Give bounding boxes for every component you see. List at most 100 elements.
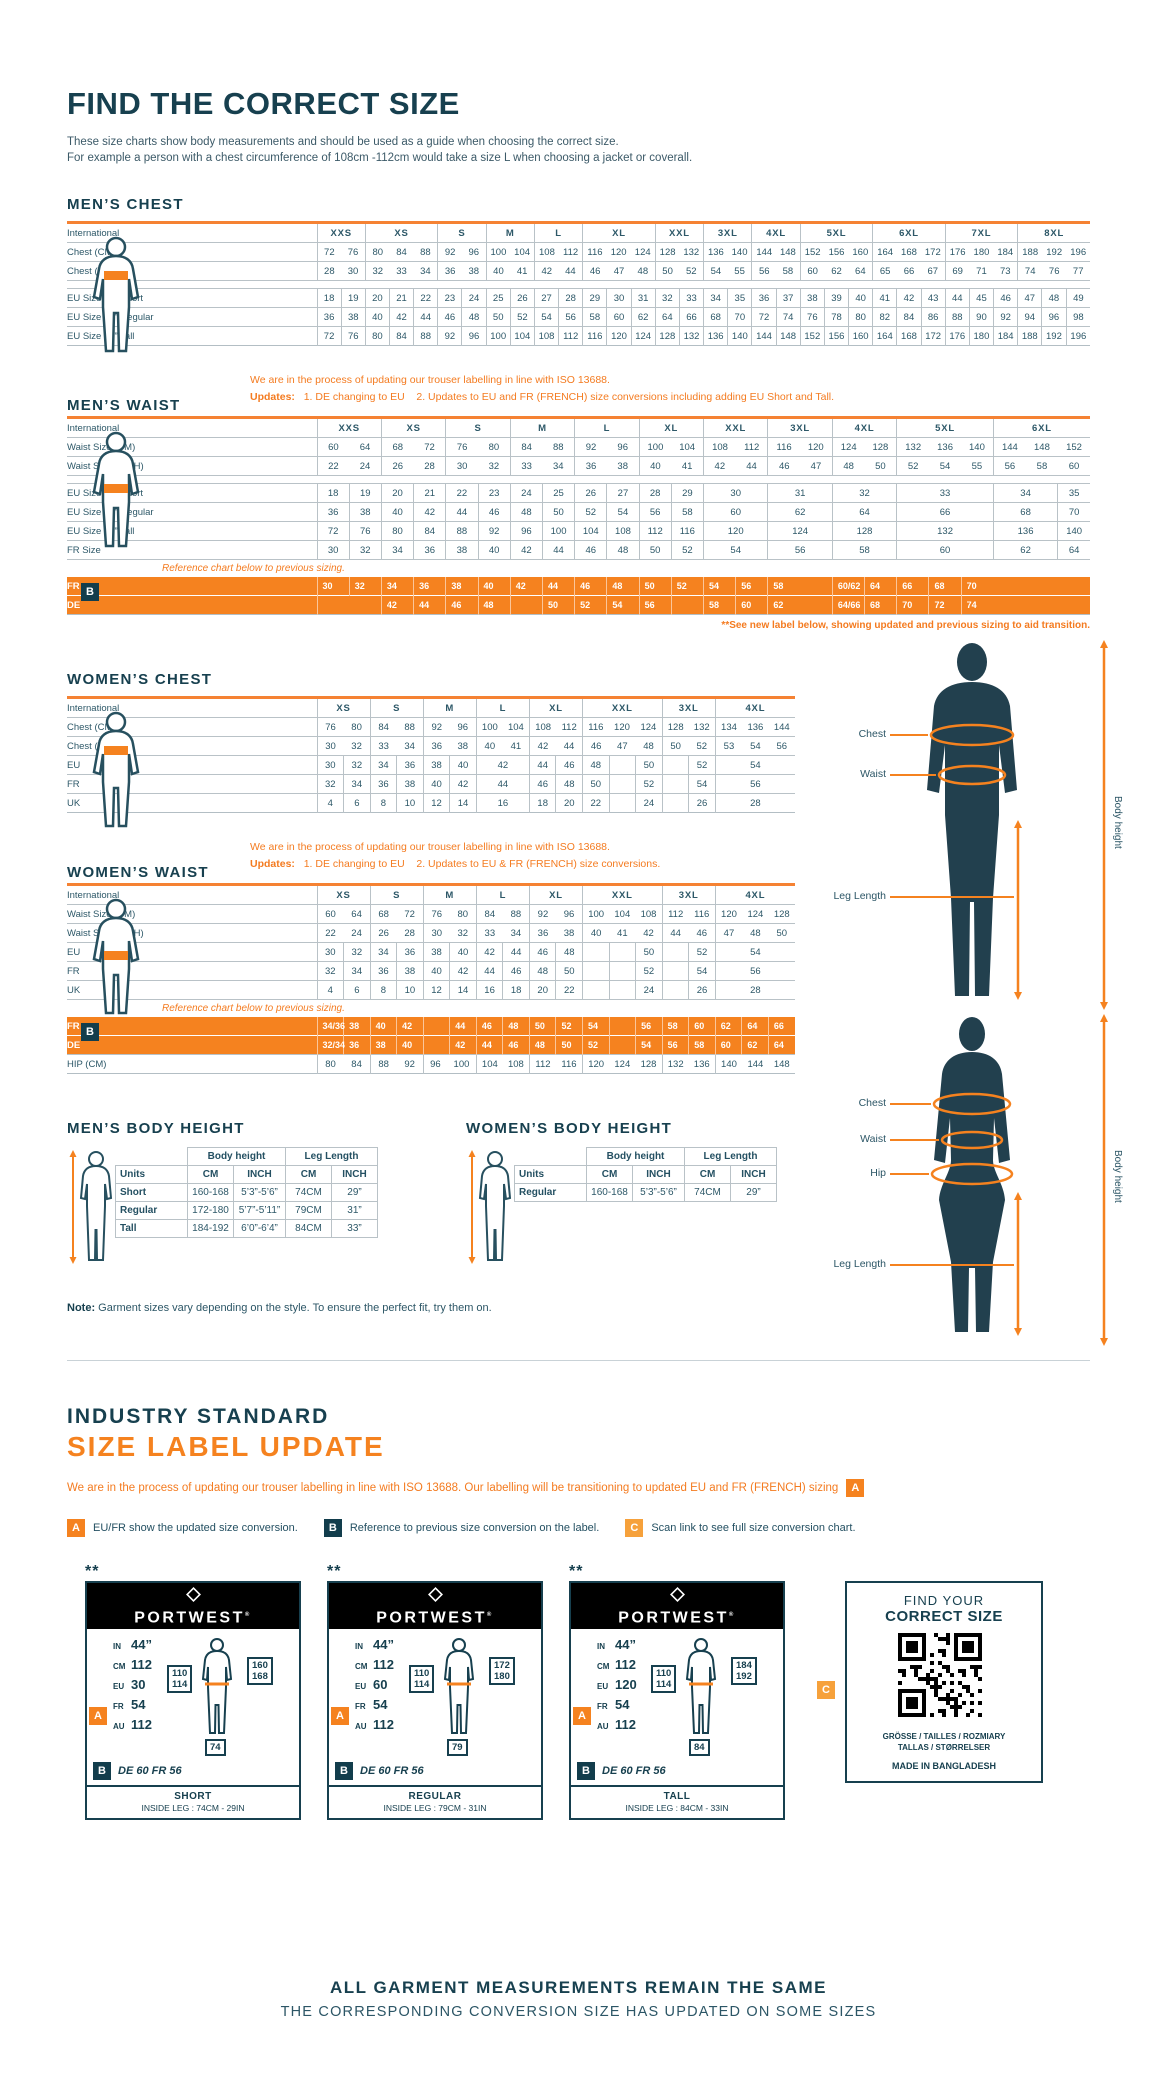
size-cell: 34 bbox=[369, 755, 397, 775]
size-cell: 50 bbox=[638, 540, 672, 560]
portwest-diamond-icon bbox=[670, 1586, 685, 1602]
size-cell: 144 148 bbox=[751, 242, 801, 262]
product-labels-row: ** PORTWEST® IN 44” CM 112 EU 30 FR 54 AU 112 110 1… bbox=[67, 1563, 1090, 1820]
table-corner-label: International bbox=[67, 417, 317, 438]
measurement-line bbox=[890, 1139, 939, 1141]
size-cell: 18 bbox=[528, 793, 556, 813]
field-unit: EU bbox=[355, 1682, 367, 1691]
field-value: 44” bbox=[131, 1637, 152, 1652]
size-cell: 124 128 bbox=[831, 437, 897, 457]
row-label: DE bbox=[67, 1035, 318, 1055]
table-figure-icon bbox=[92, 711, 140, 828]
body-height-table: Body height Leg Length Units CM INCH CM INCH Sh… bbox=[115, 1147, 378, 1238]
field-value: 112 bbox=[373, 1717, 394, 1732]
size-cell: 36 bbox=[369, 774, 397, 794]
size-cell: 25 bbox=[541, 483, 575, 503]
size-cell: 58 bbox=[688, 1035, 716, 1055]
size-cell: 16 bbox=[475, 980, 503, 1000]
size-cell: 62 bbox=[767, 502, 833, 522]
size-field-row: CM 112 bbox=[355, 1657, 394, 1677]
size-column-header: XXL bbox=[582, 697, 663, 718]
body-height-label: Body height bbox=[1112, 1150, 1123, 1203]
size-cell: 92 bbox=[477, 521, 511, 541]
size-cell: 44 bbox=[475, 961, 503, 981]
size-cell: 31 bbox=[767, 483, 833, 503]
size-cell: 94 bbox=[1017, 307, 1042, 327]
size-cell: 38 bbox=[799, 288, 825, 308]
size-cell: 54 bbox=[533, 307, 559, 327]
field-value: 112 bbox=[373, 1657, 394, 1672]
mens-body-height-table: Body height Leg Length Units CM INCH CM INCH Sh… bbox=[67, 1147, 378, 1238]
size-cell: 108 bbox=[533, 326, 559, 346]
size-cell: 69 71 73 bbox=[944, 261, 1018, 281]
field-value: 44” bbox=[615, 1637, 636, 1652]
size-column-header: L bbox=[475, 884, 530, 905]
row-label: EU Size 33” Tall bbox=[67, 326, 317, 346]
body-height-row: MEN’S BODY HEIGHT Body height Leg Length U… bbox=[67, 1120, 1090, 1264]
size-cell: 30 bbox=[316, 576, 350, 596]
size-cell: 38 bbox=[396, 961, 424, 981]
size-cell: 168 bbox=[896, 326, 922, 346]
size-cell: 88 bbox=[413, 326, 438, 346]
qr-column: C FIND YOUR CORRECT SIZE GRÖSSE / TAILLES /… bbox=[817, 1563, 1043, 1783]
size-cell: 48 bbox=[555, 942, 583, 962]
size-cell: 48 bbox=[1041, 288, 1067, 308]
size-cell: 54 bbox=[582, 1016, 610, 1036]
size-cell: 76 80 bbox=[316, 717, 371, 737]
size-cell: 30 bbox=[316, 540, 350, 560]
size-cell: 46 bbox=[528, 774, 556, 794]
size-field-row: EU 120 bbox=[597, 1677, 637, 1697]
row-label: HIP (CM) bbox=[67, 1054, 318, 1074]
size-cell: 88 bbox=[944, 307, 970, 327]
size-cell: 152 bbox=[799, 326, 825, 346]
size-cell: 52 bbox=[574, 595, 607, 615]
size-field-row: AU 112 bbox=[113, 1717, 152, 1737]
body-height-figure-icon bbox=[468, 1150, 512, 1264]
size-cell: 36 38 bbox=[422, 736, 477, 756]
size-cell: 19 bbox=[348, 483, 382, 503]
size-cell: 88 92 bbox=[369, 1054, 424, 1074]
size-cell: 58 bbox=[702, 595, 736, 615]
size-cell: 6 bbox=[343, 980, 371, 1000]
size-cell: 74 76 77 bbox=[1017, 261, 1091, 281]
size-cell: 52 bbox=[555, 1016, 583, 1036]
size-column-header: 4XL bbox=[831, 417, 897, 438]
field-unit: IN bbox=[355, 1642, 363, 1651]
size-cell: 64 bbox=[767, 1035, 795, 1055]
size-cell: 28 bbox=[558, 288, 583, 308]
figure-silhouette-icon bbox=[73, 235, 159, 360]
size-cell: 172-180 bbox=[187, 1201, 234, 1220]
size-cell: 4 bbox=[316, 980, 344, 1000]
size-cell: 84CM bbox=[285, 1219, 332, 1238]
size-cell: 74CM bbox=[285, 1183, 332, 1202]
table-row: HIP (CM) 80 84 88 92 96 100 104 108 112 116 120 124 1… bbox=[67, 1054, 795, 1074]
size-cell: 96 bbox=[1041, 307, 1067, 327]
size-cell: 48 bbox=[582, 755, 610, 775]
womens-waist-notes: We are in the process of updating our tr… bbox=[250, 839, 660, 873]
size-cell: 56 bbox=[767, 540, 833, 560]
size-cell: 48 50 bbox=[831, 456, 897, 476]
measurement-label: Hip bbox=[870, 1167, 886, 1179]
size-column-header: 6XL bbox=[992, 417, 1091, 438]
size-cell: 42 bbox=[396, 1016, 424, 1036]
table-row: FR 32 34 36 38 40 42 44 46 48 50 52 54 56 bbox=[67, 961, 795, 981]
legend-text: Scan link to see full size conversion ch… bbox=[651, 1522, 856, 1534]
size-cell: 42 bbox=[509, 540, 543, 560]
size-cell: 92 96 bbox=[528, 904, 583, 924]
size-cell: 108 112 bbox=[702, 437, 768, 457]
size-cell: 26 bbox=[574, 483, 607, 503]
size-cell: 41 bbox=[872, 288, 897, 308]
size-cell: 36 bbox=[751, 288, 777, 308]
size-cell: 36 bbox=[413, 576, 446, 596]
size-cell: 100 104 108 bbox=[582, 904, 663, 924]
field-value: 112 bbox=[131, 1717, 152, 1732]
size-cell: 76 80 bbox=[422, 904, 477, 924]
size-cell: 100 104 bbox=[638, 437, 704, 457]
industry-title-2: SIZE LABEL UPDATE bbox=[67, 1431, 385, 1462]
size-cell: 38 bbox=[422, 942, 450, 962]
table-row: EU 30 32 34 36 38 40 42 44 46 48 50 52 54 bbox=[67, 942, 795, 962]
size-cell: 22 24 bbox=[316, 923, 371, 943]
size-column-header: S bbox=[369, 697, 424, 718]
reference-note-row: Reference chart below to previous sizing… bbox=[67, 559, 1091, 577]
size-cell: 48 bbox=[509, 502, 543, 522]
